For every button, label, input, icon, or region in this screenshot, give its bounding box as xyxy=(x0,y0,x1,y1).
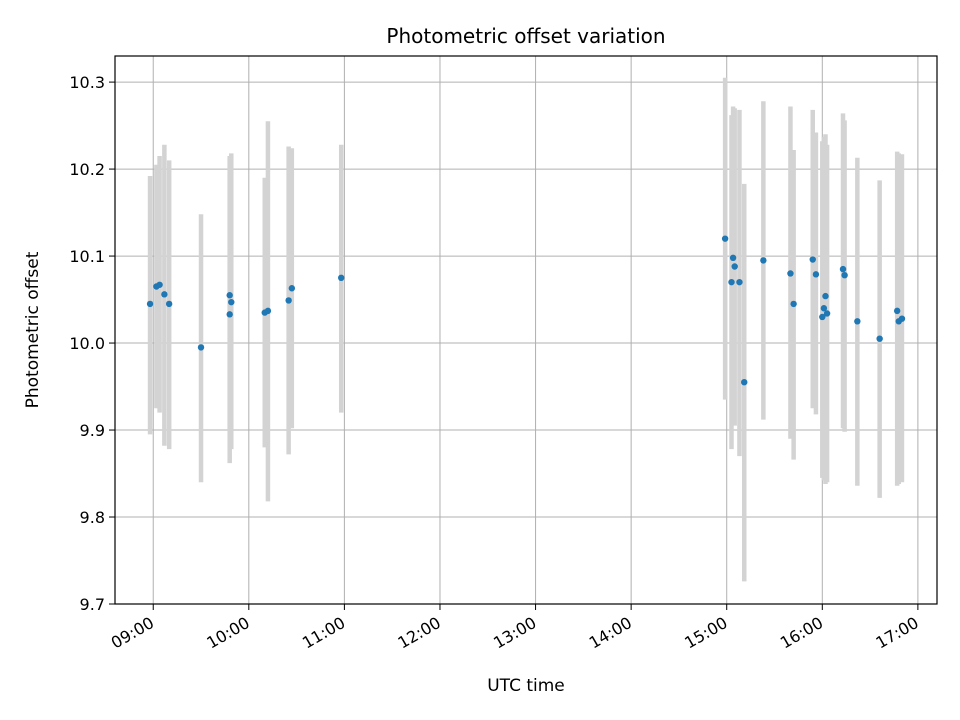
data-point xyxy=(197,344,205,351)
y-tick-label: 10.2 xyxy=(69,160,105,179)
data-point xyxy=(854,318,861,325)
data-point xyxy=(721,235,729,242)
data-point xyxy=(736,278,743,286)
data-point xyxy=(790,300,797,308)
y-tick-label: 9.9 xyxy=(80,421,105,440)
y-axis-ticks: 9.7 9.8 9.9 10.0 10.1 10.2 10.3 xyxy=(69,73,115,614)
y-axis-label: Photometric offset xyxy=(23,251,43,408)
data-point xyxy=(146,300,154,308)
data-point xyxy=(156,281,163,288)
data-point xyxy=(226,292,233,299)
data-point xyxy=(264,307,272,315)
data-point xyxy=(288,285,296,292)
data-point xyxy=(839,265,847,273)
y-tick-label: 9.8 xyxy=(80,508,105,527)
data-point xyxy=(893,307,901,315)
y-tick-label: 10.3 xyxy=(69,73,105,92)
data-point xyxy=(731,263,738,270)
y-tick-label: 10.1 xyxy=(69,247,105,266)
data-point xyxy=(823,310,831,317)
point-layer xyxy=(146,235,906,386)
data-point xyxy=(841,272,848,279)
data-point xyxy=(729,254,737,262)
chart-title: Photometric offset variation xyxy=(386,24,665,48)
data-point xyxy=(898,315,906,322)
data-point xyxy=(822,292,829,300)
data-point xyxy=(741,378,748,386)
data-point xyxy=(228,298,235,306)
data-point xyxy=(338,274,345,282)
data-point xyxy=(876,335,883,342)
data-point xyxy=(728,278,735,286)
data-point xyxy=(161,291,168,298)
data-point xyxy=(285,297,292,304)
data-point xyxy=(819,313,826,321)
data-point xyxy=(760,257,767,264)
data-point xyxy=(226,311,233,318)
data-point xyxy=(820,305,828,312)
plot-frame xyxy=(114,55,938,605)
data-point xyxy=(787,270,794,277)
data-point xyxy=(809,256,816,263)
data-point xyxy=(165,300,173,308)
y-tick-label: 9.7 xyxy=(80,595,105,614)
x-axis-label: UTC time xyxy=(487,676,565,696)
data-point xyxy=(812,271,820,278)
y-tick-label: 10.0 xyxy=(69,334,105,353)
